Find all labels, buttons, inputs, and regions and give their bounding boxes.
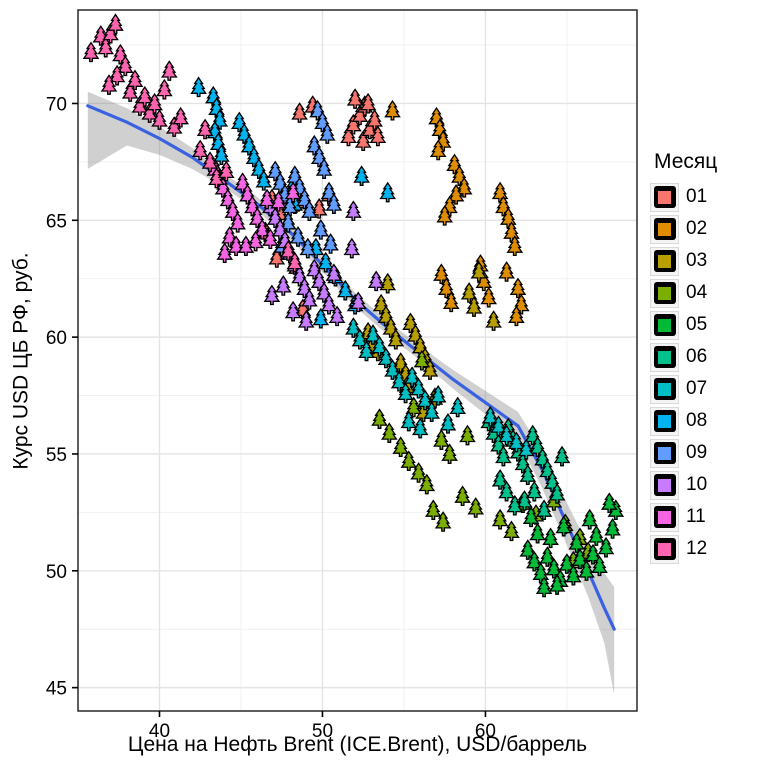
tick-label-x: 40 <box>149 721 170 742</box>
legend-item-05: 05 <box>650 309 762 341</box>
legend-item-label: 04 <box>686 282 708 303</box>
legend-item-label: 08 <box>686 410 708 431</box>
legend-key-icon <box>650 406 679 436</box>
legend-item-label: 11 <box>686 506 706 527</box>
legend-item-label: 10 <box>686 474 708 495</box>
legend-key-icon <box>650 470 679 500</box>
legend-swatch <box>658 222 671 236</box>
legend-item-04: 04 <box>650 277 762 309</box>
legend-item-09: 09 <box>650 437 762 469</box>
legend-key-icon <box>650 342 679 372</box>
tick-label-x: 60 <box>475 721 496 742</box>
legend-swatch <box>658 286 671 300</box>
legend-key-icon <box>650 502 679 532</box>
legend-key-icon <box>650 374 679 404</box>
legend-item-label: 05 <box>686 314 708 335</box>
legend-item-label: 06 <box>686 346 708 367</box>
legend-key-frame <box>653 218 676 240</box>
legend-swatch <box>658 318 671 332</box>
legend-swatch <box>658 382 671 396</box>
legend-item-label: 01 <box>686 186 708 207</box>
tick-label-y: 50 <box>46 562 67 583</box>
legend-key-frame <box>653 186 676 208</box>
legend-swatch <box>658 350 671 364</box>
legend-key-frame <box>653 314 676 336</box>
legend-key-frame <box>653 250 676 272</box>
legend-key-icon <box>650 182 679 212</box>
legend-swatch <box>658 190 671 204</box>
legend-swatch <box>658 446 671 460</box>
legend-key-frame <box>653 282 676 304</box>
legend-item-07: 07 <box>650 373 762 405</box>
legend-swatch <box>658 414 671 428</box>
legend-key-icon <box>650 534 679 564</box>
legend-swatch <box>658 510 671 524</box>
legend-title: Месяц <box>654 150 718 173</box>
legend-item-06: 06 <box>650 341 762 373</box>
legend-key-icon <box>650 310 679 340</box>
legend-swatch <box>658 542 671 556</box>
legend-key-frame <box>653 474 676 496</box>
legend-key-icon <box>650 438 679 468</box>
legend-key-icon <box>650 278 679 308</box>
legend-key-icon <box>650 214 679 244</box>
legend-key-frame <box>653 538 676 560</box>
legend-items: 01 02 03 04 05 06 07 08 09 10 11 12 <box>650 181 762 565</box>
legend-item-10: 10 <box>650 469 762 501</box>
legend-item-label: 07 <box>686 378 708 399</box>
tick-label-y: 70 <box>46 94 67 115</box>
tick-label-y: 65 <box>46 211 67 232</box>
legend-key-frame <box>653 410 676 432</box>
legend-item-12: 12 <box>650 533 762 565</box>
legend-item-label: 12 <box>686 538 708 559</box>
legend-key-frame <box>653 506 676 528</box>
x-axis-title: Цена на Нефть Brent (ICE.Brent), USD/бар… <box>127 733 588 756</box>
legend-item-02: 02 <box>650 213 762 245</box>
legend-item-03: 03 <box>650 245 762 277</box>
legend-item-11: 11 <box>650 501 762 533</box>
legend-item-label: 03 <box>686 250 708 271</box>
legend-item-label: 09 <box>686 442 708 463</box>
tick-label-y: 55 <box>46 445 67 466</box>
legend: Месяц 01 02 03 04 05 06 07 08 09 10 11 12 <box>650 150 762 565</box>
legend-swatch <box>658 254 671 268</box>
legend-item-08: 08 <box>650 405 762 437</box>
legend-swatch <box>658 478 671 492</box>
legend-key-icon <box>650 246 679 276</box>
tick-label-y: 60 <box>46 328 67 349</box>
tick-label-y: 45 <box>46 679 67 700</box>
legend-key-frame <box>653 442 676 464</box>
legend-key-frame <box>653 346 676 368</box>
tick-label-x: 50 <box>312 721 333 742</box>
legend-item-01: 01 <box>650 181 762 213</box>
legend-item-label: 02 <box>686 218 708 239</box>
panel-border <box>77 9 638 712</box>
legend-key-frame <box>653 378 676 400</box>
